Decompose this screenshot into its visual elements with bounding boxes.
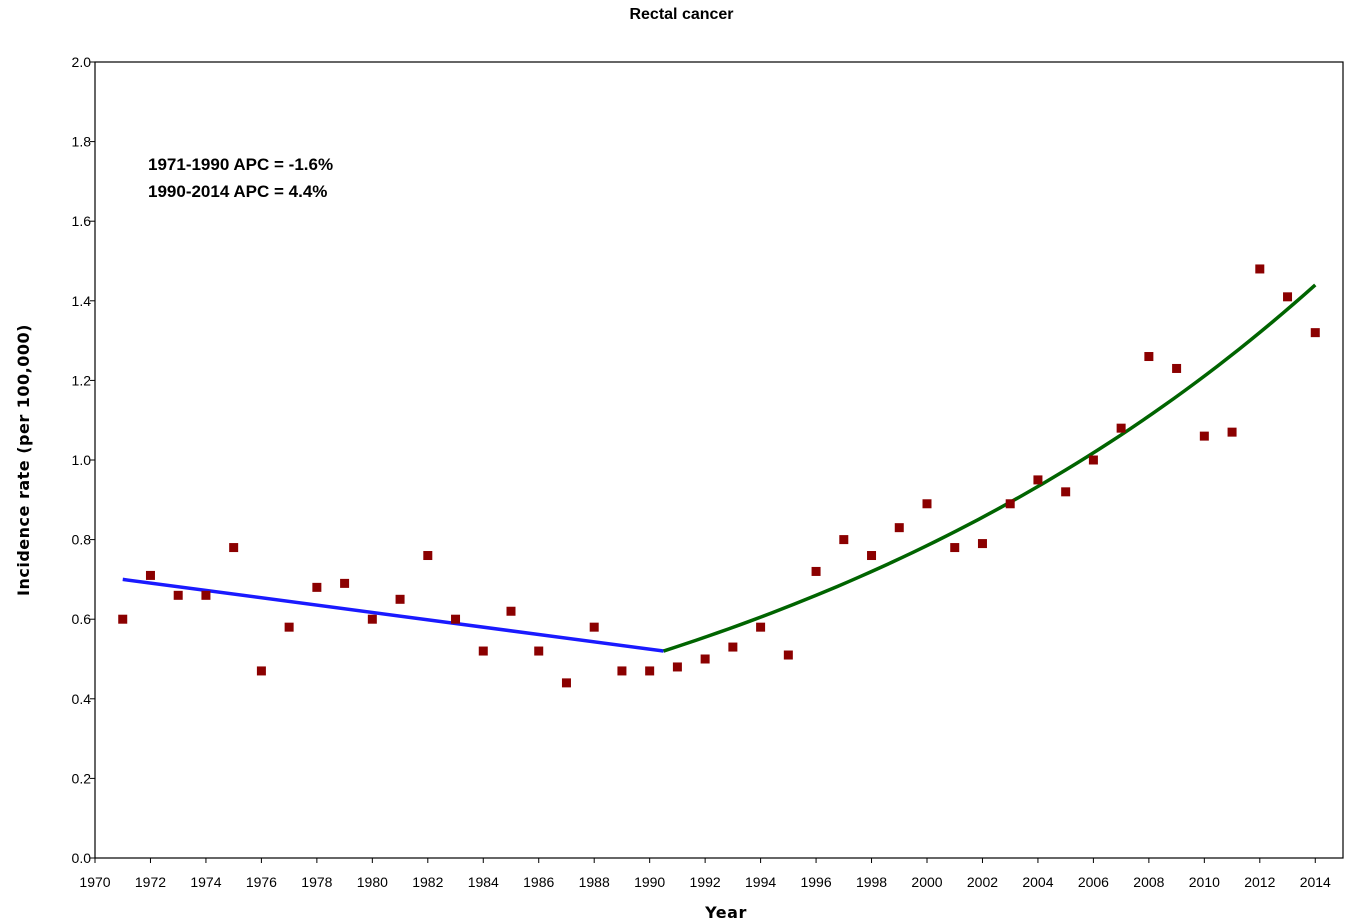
data-point	[811, 566, 821, 576]
y-tick-label: 0.4	[72, 691, 92, 707]
data-point	[229, 543, 239, 553]
x-tick-label: 2010	[1189, 874, 1220, 890]
y-tick-label: 1.0	[72, 452, 92, 468]
y-axis: 0.0 0.2 0.4 0.6 0.8 1.0 1.2 1.4 1.6 1.8 2.0	[72, 54, 95, 866]
data-point	[1061, 487, 1071, 497]
data-point	[173, 590, 183, 600]
x-axis: 1970 1972 1974 1976 1978 1980 1982 1984 1986 1988…	[79, 858, 1331, 890]
data-point	[1005, 499, 1015, 509]
annotation-1: 1971-1990 APC = -1.6%	[148, 155, 333, 174]
data-point	[1116, 423, 1126, 433]
data-point	[1310, 328, 1320, 338]
data-point	[201, 590, 211, 600]
x-tick-label: 1996	[800, 874, 831, 890]
x-tick-label: 2012	[1244, 874, 1275, 890]
x-tick-label: 2002	[967, 874, 998, 890]
data-point	[1199, 431, 1209, 441]
data-point	[1227, 427, 1237, 437]
y-tick-label: 1.4	[72, 293, 92, 309]
data-point	[977, 539, 987, 549]
y-axis-title: Incidence rate (per 100,000)	[14, 324, 33, 596]
y-tick-label: 2.0	[72, 54, 92, 70]
y-tick-label: 0.0	[72, 850, 92, 866]
data-point	[1255, 264, 1265, 274]
data-point	[728, 642, 738, 652]
data-point	[478, 646, 488, 656]
x-tick-label: 1992	[690, 874, 721, 890]
x-tick-label: 2014	[1300, 874, 1331, 890]
data-point	[617, 666, 627, 676]
x-tick-label: 2006	[1078, 874, 1109, 890]
x-tick-label: 1988	[579, 874, 610, 890]
data-point	[534, 646, 544, 656]
x-tick-label: 1980	[357, 874, 388, 890]
data-point	[423, 551, 433, 561]
data-point	[1033, 475, 1043, 485]
trend-line-1971-1990	[122, 577, 664, 653]
data-point	[700, 654, 710, 664]
data-point	[312, 582, 322, 592]
x-tick-label: 1976	[246, 874, 277, 890]
x-tick-label: 2004	[1022, 874, 1053, 890]
data-point	[645, 666, 655, 676]
y-tick-label: 1.8	[72, 134, 92, 150]
data-point	[451, 614, 461, 624]
x-tick-label: 2008	[1133, 874, 1164, 890]
x-tick-label: 1994	[745, 874, 776, 890]
data-point	[561, 678, 571, 688]
x-tick-label: 1984	[468, 874, 499, 890]
x-tick-label: 2000	[911, 874, 942, 890]
data-point	[672, 662, 682, 672]
data-point	[839, 535, 849, 545]
data-point	[922, 499, 932, 509]
data-point	[950, 543, 960, 553]
annotation-2: 1990-2014 APC = 4.4%	[148, 182, 327, 201]
x-tick-label: 1990	[634, 874, 665, 890]
data-point	[118, 614, 128, 624]
data-point	[395, 594, 405, 604]
y-tick-label: 1.6	[72, 213, 92, 229]
data-point	[783, 650, 793, 660]
x-tick-label: 1986	[523, 874, 554, 890]
x-tick-label: 1970	[79, 874, 110, 890]
y-tick-label: 1.2	[72, 372, 92, 388]
x-tick-label: 1998	[856, 874, 887, 890]
y-tick-label: 0.2	[72, 770, 92, 786]
data-point	[340, 578, 350, 588]
data-point	[756, 622, 766, 632]
data-points	[118, 264, 1320, 688]
x-tick-label: 1972	[135, 874, 166, 890]
data-point	[1172, 363, 1182, 373]
data-point	[867, 551, 877, 561]
trend-line-1990-2014	[662, 283, 1317, 653]
chart-title: Rectal cancer	[629, 6, 734, 23]
data-point	[1088, 455, 1098, 465]
x-tick-label: 1978	[301, 874, 332, 890]
data-point	[894, 523, 904, 533]
data-point	[1283, 292, 1293, 302]
x-tick-label: 1974	[190, 874, 221, 890]
trend-lines	[122, 283, 1317, 653]
data-point	[1144, 352, 1154, 362]
data-point	[256, 666, 266, 676]
x-axis-title: Year	[704, 903, 747, 922]
data-point	[367, 614, 377, 624]
data-point	[284, 622, 294, 632]
data-point	[589, 622, 599, 632]
data-point	[506, 606, 516, 616]
data-point	[145, 570, 155, 580]
y-tick-label: 0.8	[72, 532, 92, 548]
y-tick-label: 0.6	[72, 611, 92, 627]
x-tick-label: 1982	[412, 874, 443, 890]
